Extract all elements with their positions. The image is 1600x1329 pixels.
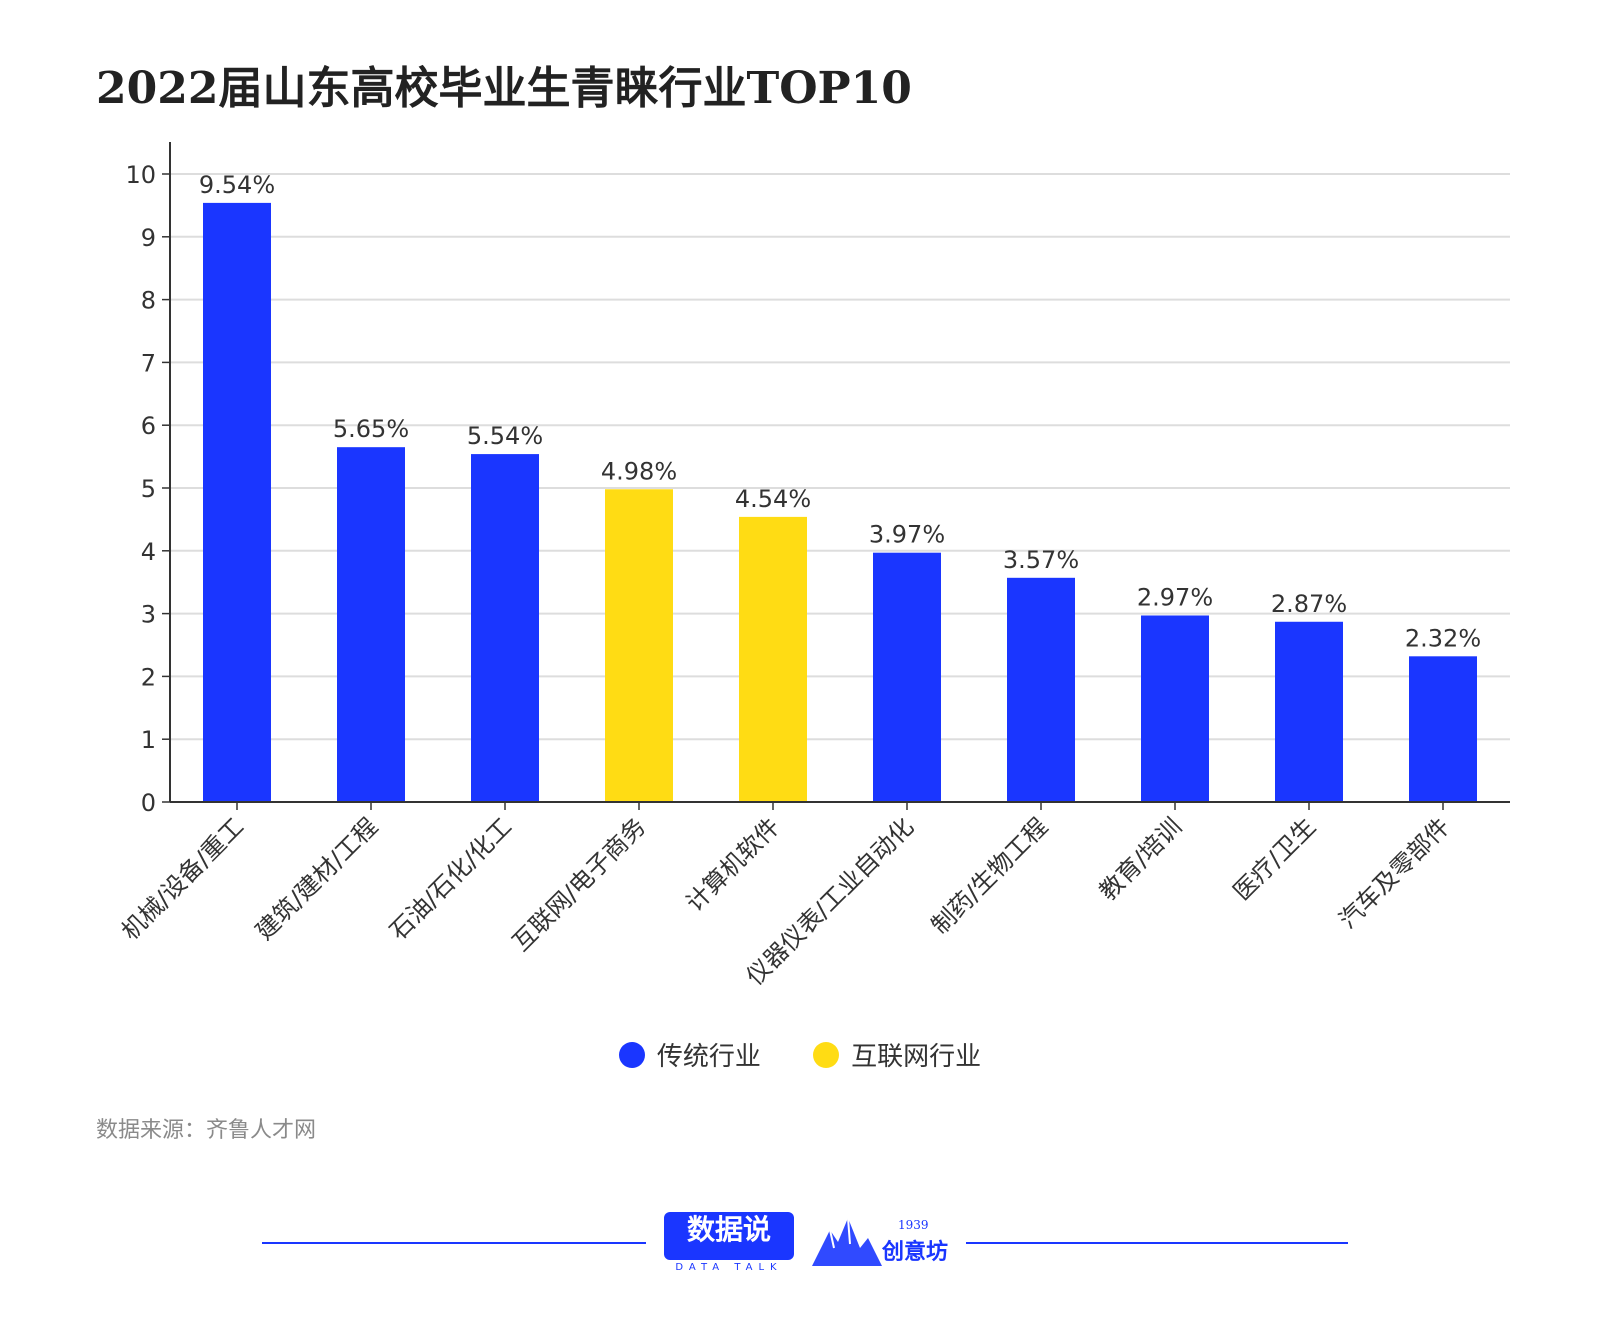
y-tick-label: 9: [141, 224, 156, 252]
logo2-text: 创意坊: [882, 1239, 949, 1265]
x-tick-label: 汽车及零部件: [1334, 812, 1456, 934]
bar-chart: 0 1 2 3 4 5 6 7 8 9 10 9.54% 5.65% 5.54% 4.98% 4.54% 3.…: [116, 142, 1510, 991]
data-label: 5.65%: [333, 415, 409, 443]
y-tick-label: 5: [141, 475, 156, 503]
legend-label-traditional: 传统行业: [656, 1042, 761, 1072]
y-tick-label: 1: [141, 726, 156, 754]
data-label: 9.54%: [199, 171, 275, 199]
x-tick-label: 计算机软件: [681, 812, 786, 917]
bar: [1007, 577, 1075, 802]
y-tick-label: 4: [141, 538, 156, 566]
bar: [1141, 615, 1209, 802]
bars: [203, 202, 1477, 802]
mountain-logo-icon: [812, 1217, 882, 1266]
logo2-year: 1939: [898, 1218, 929, 1232]
bar: [1275, 621, 1343, 802]
footer: 数据说 DATA TALK 1939 创意坊: [0, 1200, 1600, 1280]
bar: [739, 516, 807, 802]
data-label: 2.97%: [1137, 583, 1213, 611]
bar: [337, 447, 405, 802]
y-tick-label: 10: [125, 161, 156, 189]
y-tick-label: 3: [141, 601, 156, 629]
footer-rule-left: [262, 1242, 646, 1244]
y-axis-ticks: 0 1 2 3 4 5 6 7 8 9 10: [125, 161, 170, 817]
legend-swatch-internet: [813, 1041, 840, 1068]
chart-title: 2022届山东高校毕业生青睐行业TOP10: [96, 63, 912, 114]
bar: [1409, 656, 1477, 802]
data-talk-logo: 数据说: [664, 1212, 794, 1260]
legend: 传统行业 互联网行业: [0, 1036, 1600, 1075]
data-label: 2.87%: [1271, 590, 1347, 618]
logo-main-text: 数据说: [686, 1213, 771, 1246]
legend-label-internet: 互联网行业: [851, 1042, 982, 1072]
y-tick-label: 7: [141, 349, 156, 377]
legend-item-internet: 互联网行业: [813, 1036, 981, 1073]
data-label: 4.98%: [601, 457, 677, 485]
x-tick-label: 互联网/电子商务: [507, 812, 651, 956]
bar: [203, 202, 271, 802]
y-tick-label: 0: [141, 789, 156, 817]
y-tick-label: 2: [141, 663, 156, 691]
x-tick-label: 机械/设备/重工: [116, 812, 249, 945]
data-label: 4.54%: [735, 485, 811, 513]
x-tick-label: 教育/培训: [1094, 812, 1187, 905]
data-label: 3.97%: [869, 521, 945, 549]
bar: [605, 489, 673, 802]
footer-rule-right: [966, 1242, 1348, 1244]
bar: [873, 552, 941, 802]
logo-sub-text: DATA TALK: [675, 1262, 783, 1273]
y-tick-label: 8: [141, 287, 156, 315]
data-label: 2.32%: [1405, 624, 1481, 652]
legend-item-traditional: 传统行业: [618, 1036, 761, 1073]
data-label: 3.57%: [1003, 546, 1079, 574]
y-tick-label: 6: [141, 412, 156, 440]
legend-swatch-traditional: [618, 1041, 645, 1068]
bar: [471, 454, 539, 802]
x-tick-label: 医疗/卫生: [1228, 812, 1321, 905]
data-labels: 9.54% 5.65% 5.54% 4.98% 4.54% 3.97% 3.57% 2.97%…: [199, 171, 1481, 652]
x-tick-label: 制药/生物工程: [926, 812, 1053, 939]
data-label: 5.54%: [467, 422, 543, 450]
x-tick-label: 石油/石化/化工: [384, 812, 517, 945]
data-source: 数据来源：齐鲁人才网: [96, 1118, 317, 1143]
x-tick-label: 建筑/建材/工程: [250, 812, 383, 945]
